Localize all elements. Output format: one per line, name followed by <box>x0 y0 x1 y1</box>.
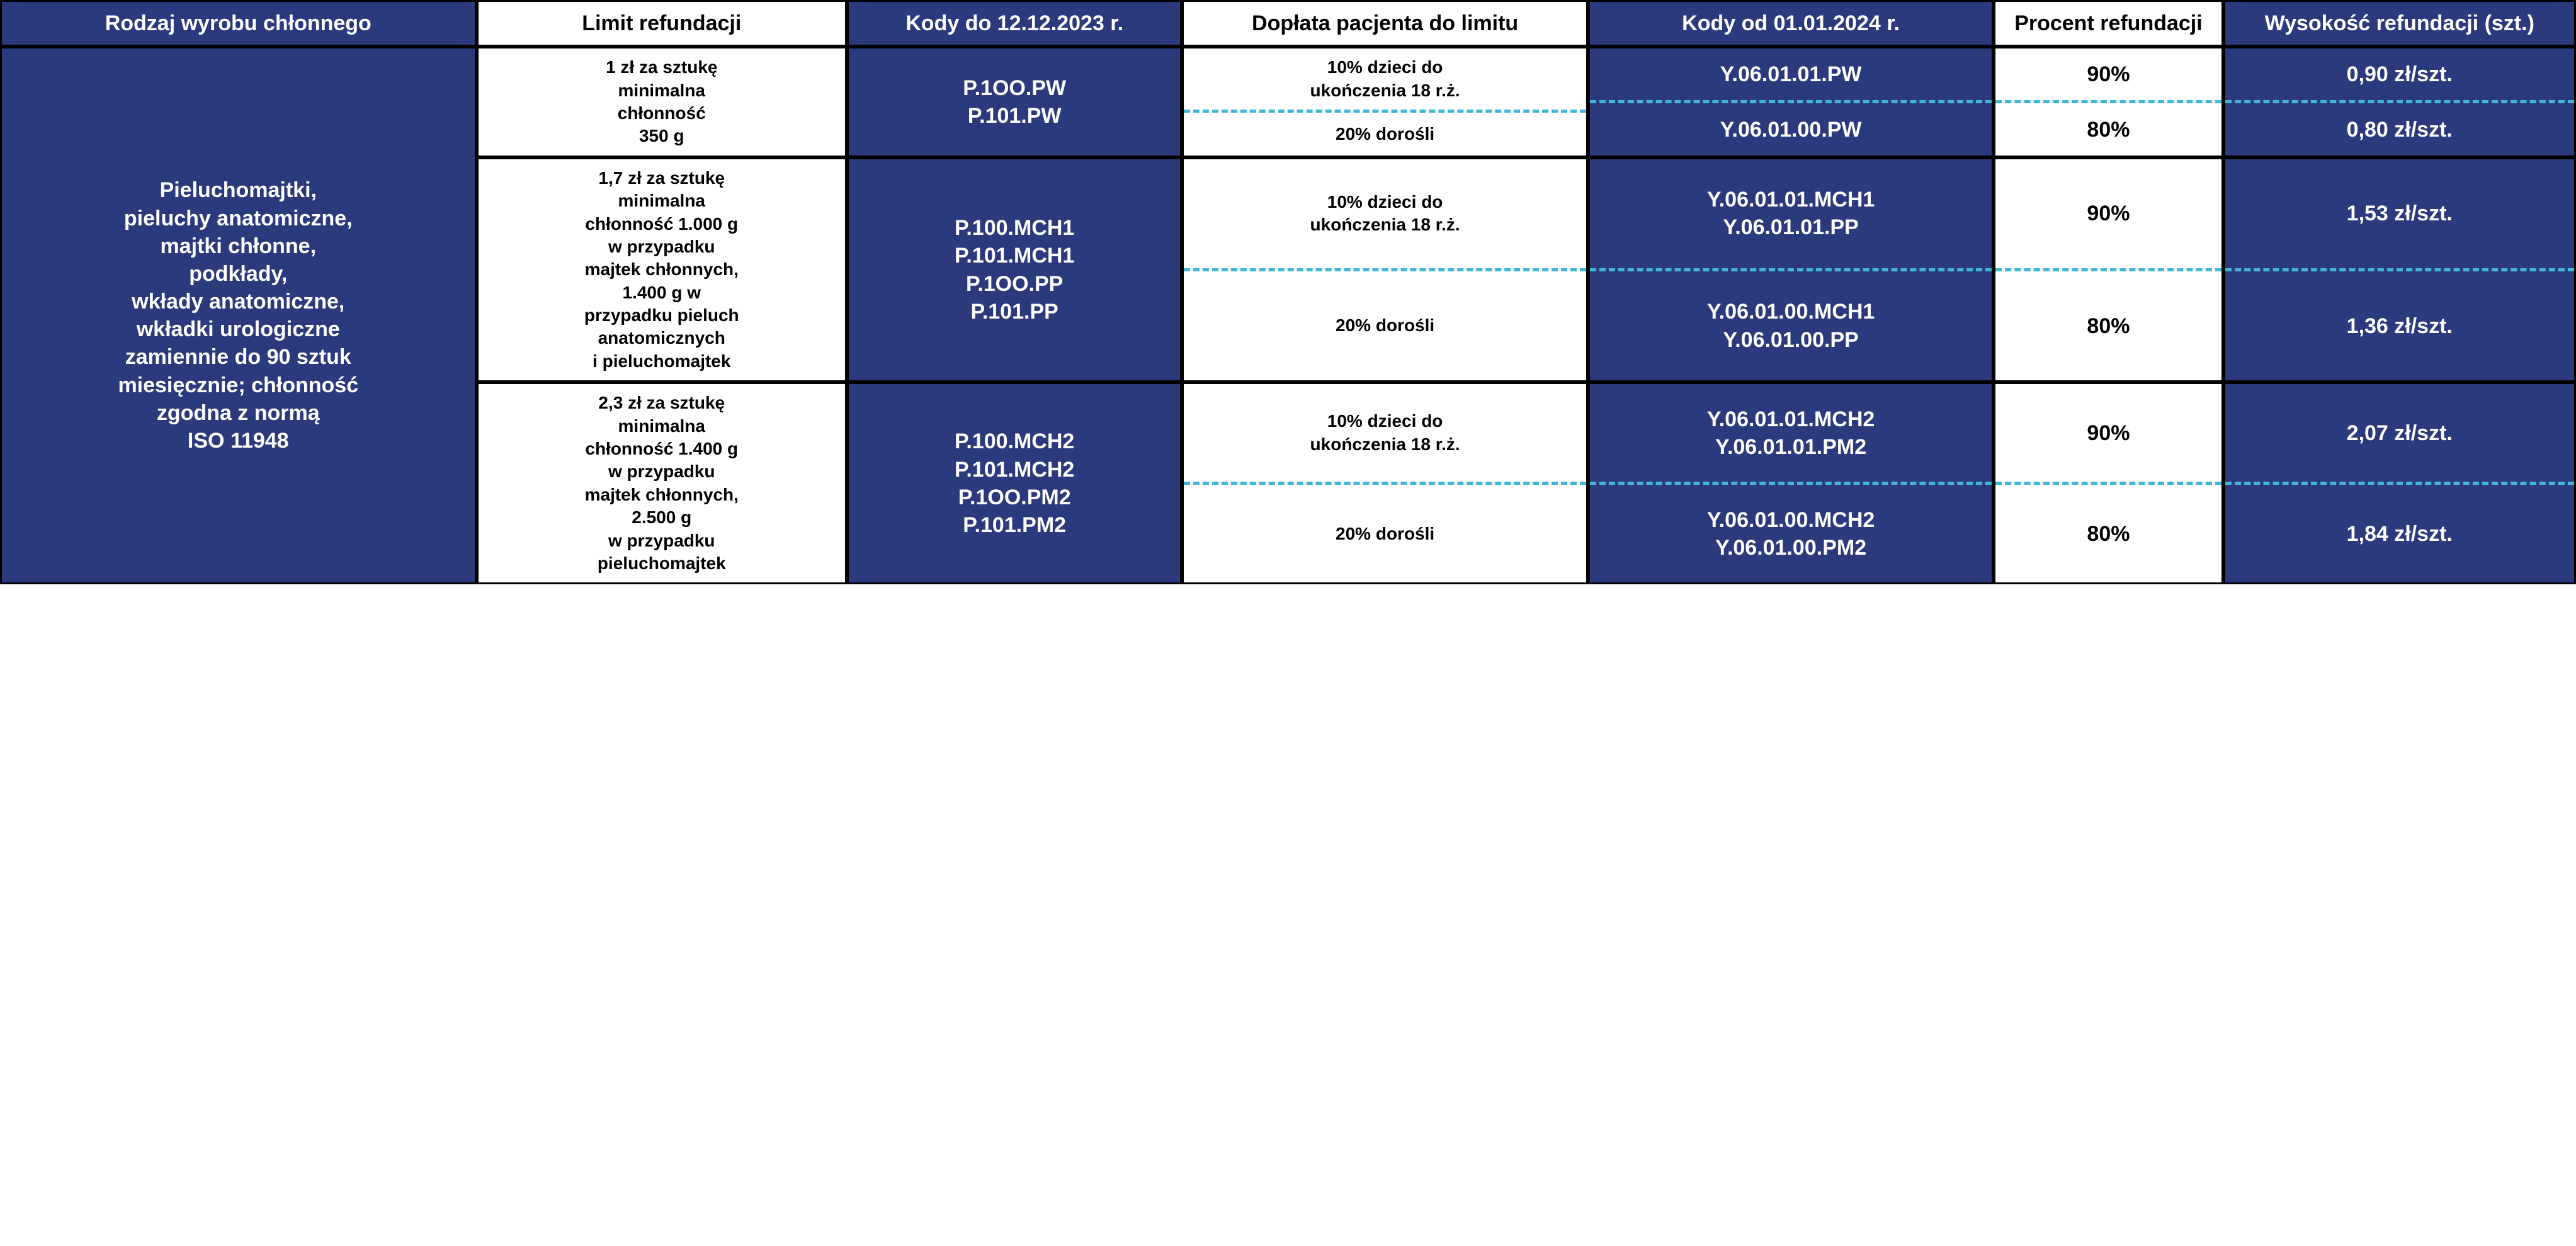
cell-procent-3-adult: 80% <box>1995 482 2221 582</box>
header-wysokosc: Wysokość refundacji (szt.) <box>2223 0 2576 47</box>
cell-doplata-2: 10% dzieci do ukończenia 18 r.ż. 20% dor… <box>1182 157 1587 383</box>
cell-wysokosc-2-child: 1,53 zł/szt. <box>2225 159 2574 268</box>
cell-doplata-3: 10% dzieci do ukończenia 18 r.ż. 20% dor… <box>1182 382 1587 584</box>
cell-kodyod-1-child: Y.06.01.01.PW <box>1590 48 1992 100</box>
cell-wysokosc-2-adult: 1,36 zł/szt. <box>2225 268 2574 380</box>
cell-kodydo-2: P.100.MCH1 P.101.MCH1 P.1OO.PP P.101.PP <box>847 157 1182 383</box>
cell-limit-2: 1,7 zł za sztukę minimalna chłonność 1.0… <box>477 157 847 383</box>
cell-wysokosc-3: 2,07 zł/szt. 1,84 zł/szt. <box>2223 382 2576 584</box>
cell-kodyod-1: Y.06.01.01.PW Y.06.01.00.PW <box>1588 47 1994 157</box>
cell-procent-2: 90% 80% <box>1994 157 2223 383</box>
cell-kodydo-1: P.1OO.PW P.101.PW <box>847 47 1182 157</box>
cell-kodydo-3: P.100.MCH2 P.101.MCH2 P.1OO.PM2 P.101.PM… <box>847 382 1182 584</box>
cell-kodyod-3-adult: Y.06.01.00.MCH2 Y.06.01.00.PM2 <box>1590 482 1992 582</box>
cell-wysokosc-1-child: 0,90 zł/szt. <box>2225 48 2574 100</box>
cell-wysokosc-1: 0,90 zł/szt. 0,80 zł/szt. <box>2223 47 2576 157</box>
header-rodzaj: Rodzaj wyrobu chłonnego <box>0 0 477 47</box>
cell-procent-1: 90% 80% <box>1994 47 2223 157</box>
header-kody-od: Kody od 01.01.2024 r. <box>1588 0 1994 47</box>
cell-kodyod-3: Y.06.01.01.MCH2 Y.06.01.01.PM2 Y.06.01.0… <box>1588 382 1994 584</box>
cell-doplata-1-adult: 20% dorośli <box>1184 110 1586 156</box>
cell-wysokosc-1-adult: 0,80 zł/szt. <box>2225 100 2574 155</box>
cell-procent-1-adult: 80% <box>1995 100 2221 155</box>
header-limit: Limit refundacji <box>477 0 847 47</box>
cell-kodyod-2-adult: Y.06.01.00.MCH1 Y.06.01.00.PP <box>1590 268 1992 380</box>
cell-kodyod-2-child: Y.06.01.01.MCH1 Y.06.01.01.PP <box>1590 159 1992 268</box>
cell-wysokosc-3-child: 2,07 zł/szt. <box>2225 384 2574 482</box>
cell-procent-3-child: 90% <box>1995 384 2221 482</box>
refund-table: Rodzaj wyrobu chłonnego Limit refundacji… <box>0 0 2576 584</box>
cell-doplata-3-adult: 20% dorośli <box>1184 482 1586 582</box>
cell-kodyod-2: Y.06.01.01.MCH1 Y.06.01.01.PP Y.06.01.00… <box>1588 157 1994 383</box>
cell-doplata-1: 10% dzieci do ukończenia 18 r.ż. 20% dor… <box>1182 47 1587 157</box>
cell-doplata-2-adult: 20% dorośli <box>1184 268 1586 380</box>
cell-wysokosc-2: 1,53 zł/szt. 1,36 zł/szt. <box>2223 157 2576 383</box>
cell-doplata-1-child: 10% dzieci do ukończenia 18 r.ż. <box>1184 48 1586 110</box>
cell-kodyod-1-adult: Y.06.01.00.PW <box>1590 100 1992 155</box>
cell-doplata-3-child: 10% dzieci do ukończenia 18 r.ż. <box>1184 384 1586 482</box>
cell-procent-1-child: 90% <box>1995 48 2221 100</box>
cell-limit-1: 1 zł za sztukę minimalna chłonność 350 g <box>477 47 847 157</box>
cell-rodzaj: Pieluchomajtki, pieluchy anatomiczne, ma… <box>0 47 477 584</box>
cell-kodyod-3-child: Y.06.01.01.MCH2 Y.06.01.01.PM2 <box>1590 384 1992 482</box>
cell-doplata-2-child: 10% dzieci do ukończenia 18 r.ż. <box>1184 159 1586 268</box>
cell-procent-2-adult: 80% <box>1995 268 2221 380</box>
cell-wysokosc-3-adult: 1,84 zł/szt. <box>2225 482 2574 582</box>
cell-procent-2-child: 90% <box>1995 159 2221 268</box>
header-doplata: Dopłata pacjenta do limitu <box>1182 0 1587 47</box>
cell-procent-3: 90% 80% <box>1994 382 2223 584</box>
header-procent: Procent refundacji <box>1994 0 2223 47</box>
header-kody-do: Kody do 12.12.2023 r. <box>847 0 1182 47</box>
cell-limit-3: 2,3 zł za sztukę minimalna chłonność 1.4… <box>477 382 847 584</box>
